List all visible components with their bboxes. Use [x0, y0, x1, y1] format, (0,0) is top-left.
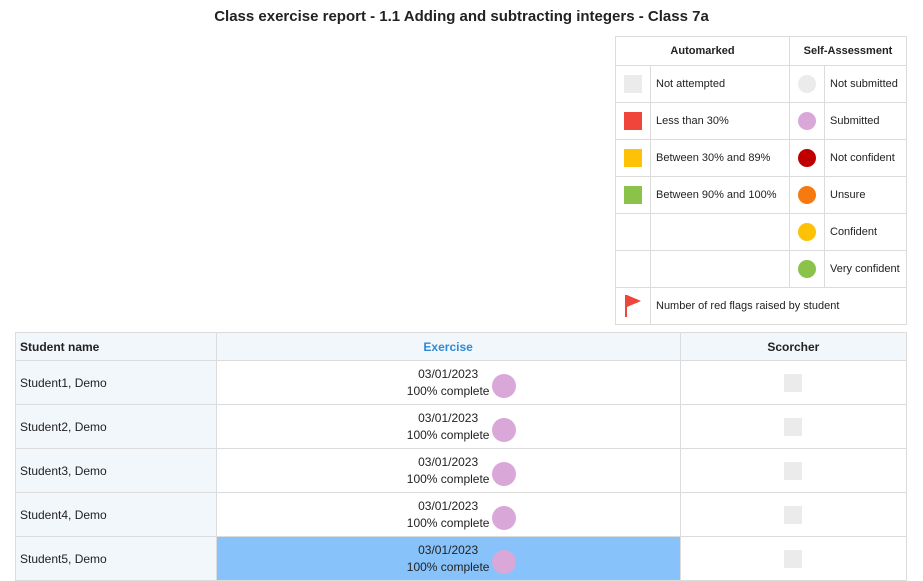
table-row: Student1, Demo 03/01/2023 100% complete: [15, 360, 908, 405]
table-row: Student4, Demo 03/01/2023 100% complete: [15, 492, 908, 537]
exercise-completion: 100% complete: [406, 515, 490, 530]
not-attempted-status-icon: [784, 505, 803, 524]
legend-label: Submitted: [824, 102, 907, 140]
between-90-100-swatch: [624, 186, 642, 204]
exercise-date: 03/01/2023: [418, 410, 479, 425]
column-header-student-name[interactable]: Student name: [15, 332, 217, 361]
exercise-cell[interactable]: 03/01/2023 100% complete: [215, 360, 681, 405]
scorcher-cell[interactable]: [679, 492, 908, 537]
exercise-completion: 100% complete: [406, 471, 490, 486]
legend-label: Not attempted: [650, 65, 790, 103]
not-confident-swatch: [798, 149, 816, 167]
submitted-status-icon: [492, 461, 517, 486]
submitted-status-icon: [492, 373, 517, 398]
confident-swatch: [798, 223, 816, 241]
very-confident-swatch: [798, 260, 816, 278]
legend-table: Automarked Self-Assessment Not attempted…: [615, 36, 907, 325]
exercise-date: 03/01/2023: [418, 454, 479, 469]
exercise-cell[interactable]: 03/01/2023 100% complete: [215, 492, 681, 537]
table-row: Student3, Demo 03/01/2023 100% complete: [15, 448, 908, 493]
not-attempted-swatch: [624, 75, 642, 93]
exercise-completion: 100% complete: [406, 559, 490, 574]
scorcher-cell[interactable]: [679, 448, 908, 493]
not-attempted-status-icon: [784, 417, 803, 436]
scorcher-cell[interactable]: [679, 404, 908, 449]
exercise-completion: 100% complete: [406, 427, 490, 442]
submitted-status-icon: [492, 549, 517, 574]
legend-label: Confident: [824, 213, 907, 251]
student-name-cell: Student2, Demo: [15, 404, 217, 449]
student-report-table: Student name Exercise Scorcher Student1,…: [15, 332, 908, 581]
not-attempted-status-icon: [784, 373, 803, 392]
exercise-date: 03/01/2023: [418, 542, 479, 557]
legend-label: Very confident: [824, 250, 907, 288]
student-name-cell: Student1, Demo: [15, 360, 217, 405]
exercise-completion: 100% complete: [406, 383, 490, 398]
legend-label: Not confident: [824, 139, 907, 177]
not-attempted-status-icon: [784, 549, 803, 568]
exercise-cell[interactable]: 03/01/2023 100% complete: [215, 404, 681, 449]
less-than-30-swatch: [624, 112, 642, 130]
student-name-cell: Student3, Demo: [15, 448, 217, 493]
legend-label: Not submitted: [824, 65, 907, 103]
legend-label: Between 30% and 89%: [650, 139, 790, 177]
scorcher-cell[interactable]: [679, 360, 908, 405]
legend-label: Less than 30%: [650, 102, 790, 140]
exercise-cell[interactable]: 03/01/2023 100% complete: [215, 448, 681, 493]
red-flag-icon: [625, 295, 641, 317]
submitted-status-icon: [492, 417, 517, 442]
column-header-scorcher: Scorcher: [679, 332, 908, 361]
student-name-cell: Student5, Demo: [15, 536, 217, 581]
report-title: Class exercise report - 1.1 Adding and s…: [214, 8, 709, 25]
exercise-cell-selected[interactable]: 03/01/2023 100% complete: [215, 536, 681, 581]
submitted-status-icon: [492, 505, 517, 530]
exercise-date: 03/01/2023: [418, 366, 479, 381]
unsure-swatch: [798, 186, 816, 204]
legend-label: Unsure: [824, 176, 907, 214]
exercise-date: 03/01/2023: [418, 498, 479, 513]
scorcher-cell[interactable]: [679, 536, 908, 581]
table-row: Student2, Demo 03/01/2023 100% complete: [15, 404, 908, 449]
legend-label: Between 90% and 100%: [650, 176, 790, 214]
column-header-exercise[interactable]: Exercise: [215, 332, 681, 361]
submitted-swatch: [798, 112, 816, 130]
not-attempted-status-icon: [784, 461, 803, 480]
table-row: Student5, Demo 03/01/2023 100% complete: [15, 536, 908, 581]
student-name-cell: Student4, Demo: [15, 492, 217, 537]
not-submitted-swatch: [798, 75, 816, 93]
legend-automarked-header: Automarked: [615, 36, 790, 66]
legend-flag-label: Number of red flags raised by student: [650, 287, 907, 325]
legend-self-assessment-header: Self-Assessment: [789, 36, 907, 66]
between-30-89-swatch: [624, 149, 642, 167]
